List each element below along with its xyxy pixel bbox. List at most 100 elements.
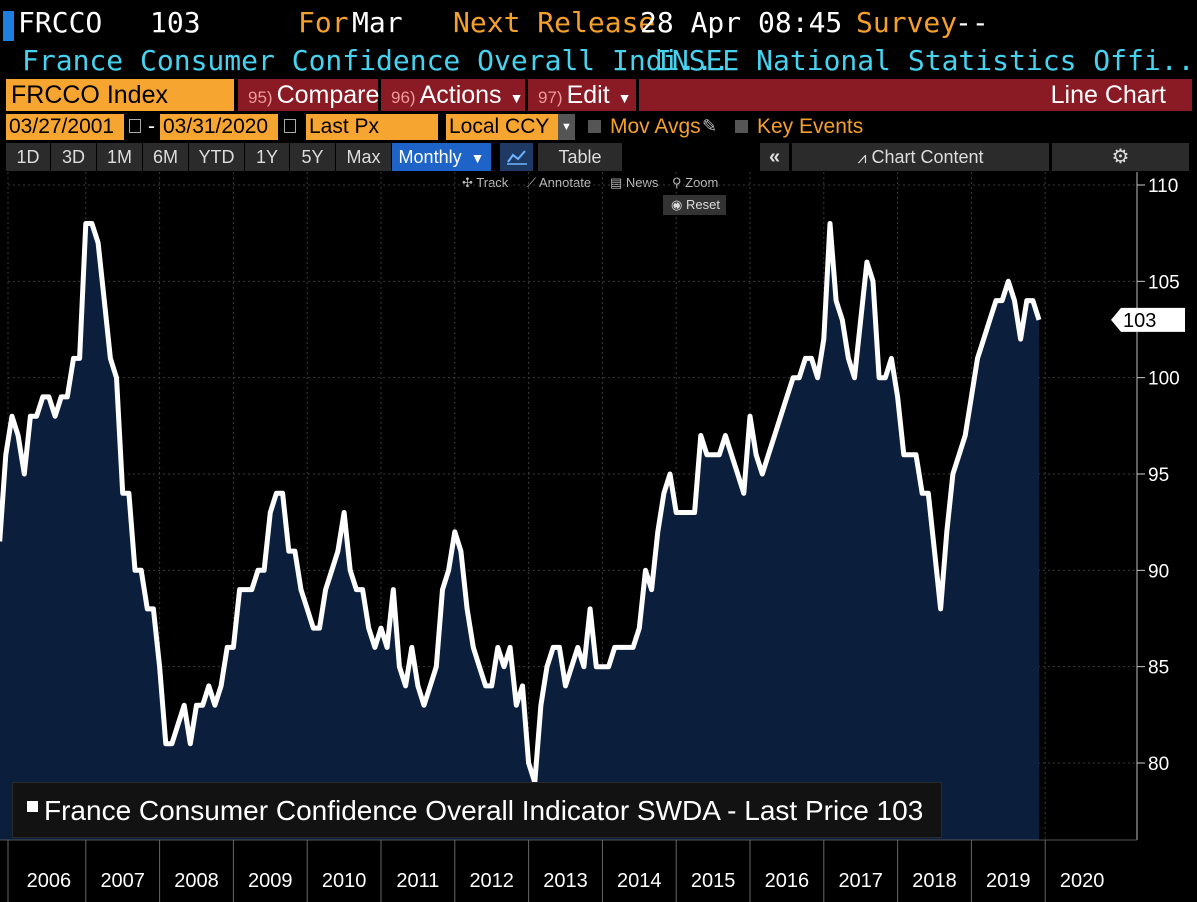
actions-number: 96): [391, 88, 416, 107]
annotate-tool[interactable]: ⟋ Annotate: [527, 175, 591, 191]
x-axis-band: [0, 840, 1197, 902]
view-title: Line Chart: [1050, 81, 1166, 109]
zoom-tool[interactable]: ⚲ Zoom: [672, 175, 718, 191]
chart-content-button[interactable]: ⩘ Chart Content: [792, 143, 1050, 171]
compare-label: Compare: [276, 81, 380, 109]
news-tool[interactable]: ▤ News: [610, 175, 658, 191]
pencil-icon[interactable]: ✎: [702, 116, 718, 136]
series-area: [0, 223, 1039, 840]
chart-content-icon: ⩘: [857, 150, 867, 167]
table-button[interactable]: Table: [538, 143, 623, 171]
chart-legend: France Consumer Confidence Overall Indic…: [12, 782, 942, 838]
x-tick-label: 2009: [248, 870, 293, 892]
y-tick-label: 95: [1148, 465, 1169, 486]
key-events-label: Key Events: [757, 115, 864, 138]
calendar-icon[interactable]: [129, 119, 141, 133]
calendar-icon[interactable]: [284, 119, 296, 133]
currency-selector[interactable]: Local CCY: [446, 114, 558, 140]
reset-label: Reset: [685, 197, 720, 212]
chevron-down-icon: ▼: [470, 150, 485, 166]
tab-5y[interactable]: 5Y: [290, 143, 336, 171]
actions-button[interactable]: 96) Actions ▼: [381, 79, 525, 111]
chart-content-label: Chart Content: [871, 147, 984, 167]
start-date-input[interactable]: 03/27/2001: [6, 114, 124, 140]
key-events-checkbox[interactable]: [735, 120, 748, 133]
ticker-marker: [3, 11, 14, 41]
track-tool[interactable]: ✣ Track: [462, 175, 508, 191]
news-icon: ▤: [610, 175, 626, 190]
y-tick-label: 110: [1148, 176, 1178, 197]
x-tick-label: 2006: [27, 870, 72, 892]
field-selector[interactable]: Last Px: [306, 114, 438, 140]
line-chart-icon[interactable]: [500, 143, 534, 171]
chevron-down-icon[interactable]: ▼: [558, 114, 575, 140]
end-date-input[interactable]: 03/31/2020: [160, 114, 278, 140]
for-label: For: [298, 6, 349, 39]
zoom-label: Zoom: [685, 175, 719, 190]
survey-value: --: [955, 6, 989, 39]
header-row: FRCCO 103 For Mar Next Release 28 Apr 08…: [0, 4, 1197, 42]
security-input[interactable]: FRCCO Index: [6, 79, 234, 111]
last-value: 103: [150, 6, 201, 39]
x-tick-label: 2012: [469, 870, 514, 892]
compare-number: 95): [248, 88, 273, 107]
y-tick-label: 85: [1148, 658, 1169, 679]
line-chart[interactable]: 80 85 90 95 100 105 110 103 2006 2007 2008 2009 2010…: [0, 172, 1197, 902]
crosshair-icon: ✣: [462, 175, 477, 190]
range-toolbar: 1D 3D 1M 6M YTD 1Y 5Y Max Monthly ▼ Tabl…: [0, 143, 1197, 171]
survey-label: Survey: [856, 6, 958, 39]
reset-button[interactable]: ◉ Reset: [663, 195, 726, 215]
x-tick-label: 2011: [396, 870, 439, 892]
collapse-icon[interactable]: «: [760, 143, 790, 171]
ticker-symbol: FRCCO: [18, 6, 103, 39]
x-tick-label: 2017: [838, 870, 883, 892]
legend-swatch: [27, 801, 38, 813]
compare-button[interactable]: 95) Compare: [238, 79, 380, 111]
view-title-bar: Line Chart: [639, 79, 1192, 111]
x-tick-label: 2016: [765, 870, 810, 892]
frequency-dropdown[interactable]: Monthly ▼: [392, 143, 492, 171]
legend-series-name: France Consumer Confidence Overall Indic…: [44, 795, 924, 826]
chevron-down-icon: ▼: [509, 90, 524, 106]
mov-avgs-label: Mov Avgs: [610, 115, 701, 138]
chevron-down-icon: ▼: [617, 90, 632, 106]
annotate-label: Annotate: [539, 175, 592, 190]
tab-1m[interactable]: 1M: [97, 143, 143, 171]
date-separator: -: [148, 115, 155, 138]
x-tick-label: 2010: [322, 870, 367, 892]
y-tick-label: 80: [1148, 754, 1169, 775]
last-price-tag-label: 103: [1123, 310, 1156, 332]
y-tick-label: 100: [1148, 369, 1180, 390]
for-period: Mar: [352, 6, 403, 39]
tab-3d[interactable]: 3D: [51, 143, 97, 171]
next-release-value: 28 Apr 08:45: [640, 6, 843, 39]
tab-ytd[interactable]: YTD: [189, 143, 245, 171]
next-release-label: Next Release: [453, 6, 656, 39]
gear-icon[interactable]: ⚙: [1052, 143, 1190, 171]
series-line: [0, 221, 1042, 785]
x-tick-label: 2020: [1060, 870, 1105, 892]
line-chart-glyph: [506, 150, 527, 165]
tab-max[interactable]: Max: [336, 143, 392, 171]
x-tick-label: 2013: [543, 870, 588, 892]
command-bar: FRCCO Index 95) Compare 96) Actions ▼ 97) Ed…: [0, 79, 1197, 112]
last-price-tag: [1111, 307, 1185, 332]
data-source: INSEE National Statistics Offi...: [655, 44, 1197, 77]
mov-avgs-checkbox[interactable]: [588, 120, 601, 133]
x-tick-label: 2008: [174, 870, 219, 892]
security-description: France Consumer Confidence Overall Indi.…: [22, 44, 731, 77]
edit-number: 97): [538, 88, 563, 107]
tab-1d[interactable]: 1D: [6, 143, 51, 171]
x-tick-label: 2018: [912, 870, 957, 892]
x-tick-label: 2019: [986, 870, 1031, 892]
tab-1y[interactable]: 1Y: [245, 143, 290, 171]
x-tick-label: 2014: [617, 870, 662, 892]
tab-6m[interactable]: 6M: [143, 143, 189, 171]
magnifier-icon: ⚲: [672, 175, 686, 190]
y-tick-label: 90: [1148, 561, 1169, 582]
x-tick-label: 2015: [691, 870, 736, 892]
track-label: Track: [476, 175, 509, 190]
edit-button[interactable]: 97) Edit ▼: [528, 79, 636, 111]
description-row: France Consumer Confidence Overall Indi.…: [0, 43, 1197, 79]
annotate-icon: ⟋: [527, 175, 539, 190]
